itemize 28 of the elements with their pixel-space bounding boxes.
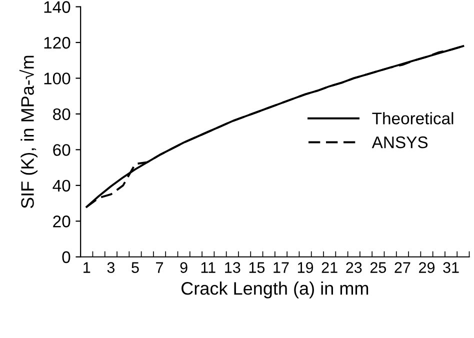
- x-tick-label: 23: [346, 262, 362, 273]
- y-tick-label: 100: [44, 72, 70, 84]
- y-tick-label: 60: [53, 144, 70, 156]
- y-tick-label: 140: [44, 1, 70, 13]
- x-tick-label: 1: [84, 262, 90, 273]
- y-tick-label: 40: [52, 180, 70, 192]
- y-axis-title: SIF (K), in MPa-√m: [19, 56, 38, 208]
- x-tick-label: 29: [419, 262, 435, 273]
- x-tick-label: 13: [225, 262, 240, 273]
- y-tick-label: 0: [62, 251, 70, 264]
- legend-label: Theoretical: [372, 112, 454, 124]
- y-tick-label: 80: [53, 108, 70, 120]
- x-tick-label: 3: [107, 262, 115, 273]
- x-tick-label: 7: [156, 262, 164, 273]
- x-axis-title: Crack Length (a) in mm: [182, 282, 368, 298]
- x-tick-label: 19: [298, 262, 314, 273]
- legend-label: ANSYS: [372, 136, 428, 148]
- x-tick-label: 27: [394, 262, 410, 273]
- y-tick-label: 120: [44, 36, 70, 49]
- x-tick-label: 9: [180, 262, 188, 273]
- x-tick-label: 31: [443, 262, 459, 273]
- y-tick-label: 20: [53, 216, 70, 228]
- x-tick-label: 11: [201, 262, 216, 273]
- x-tick-label: 17: [274, 262, 289, 273]
- x-tick-label: 5: [132, 262, 139, 273]
- x-tick-label: 15: [249, 262, 265, 273]
- x-tick-label: 25: [370, 262, 386, 273]
- x-tick-label: 21: [322, 262, 338, 273]
